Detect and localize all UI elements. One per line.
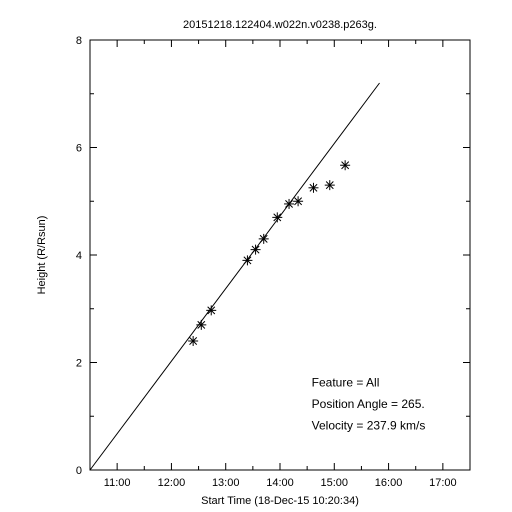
data-point <box>188 336 198 346</box>
data-point <box>308 183 318 193</box>
x-tick-label: 14:00 <box>266 477 294 489</box>
data-point <box>284 199 294 209</box>
data-point <box>251 245 261 255</box>
x-tick-label: 13:00 <box>212 477 240 489</box>
data-point <box>242 255 252 265</box>
x-axis-label: Start Time (18-Dec-15 10:20:34) <box>201 495 359 507</box>
height-time-plot: 11:00 12:00 13:00 14:00 15:00 16:00 17:00 0 2 4 6 8… <box>0 0 512 512</box>
y-tick-label: 8 <box>76 35 82 47</box>
x-tick-label: 12:00 <box>158 477 186 489</box>
y-tick-label: 0 <box>76 465 82 477</box>
y-tick-label: 2 <box>76 358 82 370</box>
y-tick-label: 4 <box>76 250 82 262</box>
data-point <box>325 180 335 190</box>
annotation-text: Velocity = 237.9 km/s <box>312 419 426 433</box>
data-point <box>340 160 350 170</box>
plot-title: 20151218.122404.w022n.v0238.p263g. <box>183 19 377 31</box>
x-tick-label: 17:00 <box>429 477 457 489</box>
annotation-text: Feature = All <box>312 376 380 390</box>
data-point <box>272 212 282 222</box>
data-point <box>196 320 206 330</box>
x-tick-label: 16:00 <box>375 477 403 489</box>
x-tick-label: 11:00 <box>104 477 131 489</box>
data-point <box>206 305 216 315</box>
y-axis-label: Height (R/Rsun) <box>36 216 48 295</box>
annotation-text: Position Angle = 265. <box>312 397 425 411</box>
y-tick-label: 6 <box>76 143 82 155</box>
x-tick-label: 15:00 <box>321 477 349 489</box>
data-point <box>259 234 269 244</box>
data-point <box>293 196 303 206</box>
